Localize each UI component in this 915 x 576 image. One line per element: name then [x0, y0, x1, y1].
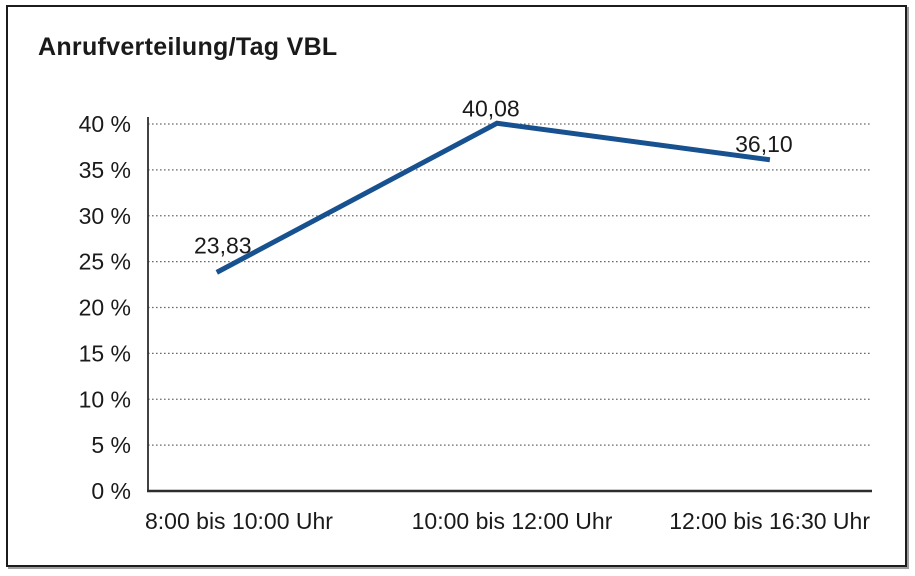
x-category-label: 12:00 bis 16:30 Uhr — [669, 508, 870, 534]
y-tick-label: 30 % — [79, 203, 131, 229]
chart-frame — [6, 5, 907, 567]
y-tick-label: 15 % — [79, 340, 131, 366]
y-tick-label: 10 % — [79, 386, 131, 412]
x-category-label: 8:00 bis 10:00 Uhr — [145, 508, 333, 534]
point-label: 40,08 — [462, 95, 520, 121]
y-tick-label: 35 % — [79, 157, 131, 183]
series-line — [215, 120, 771, 275]
y-tick-label: 5 % — [91, 432, 131, 458]
chart-title: Anrufverteilung/Tag VBL — [38, 33, 338, 61]
x-category-label: 10:00 bis 12:00 Uhr — [412, 508, 613, 534]
point-label: 36,10 — [735, 131, 793, 157]
y-tick-label: 0 % — [91, 478, 131, 504]
y-tick-label: 20 % — [79, 295, 131, 321]
y-tick-label: 25 % — [79, 249, 131, 275]
point-label: 23,83 — [194, 232, 252, 258]
y-tick-label: 40 % — [79, 111, 131, 137]
